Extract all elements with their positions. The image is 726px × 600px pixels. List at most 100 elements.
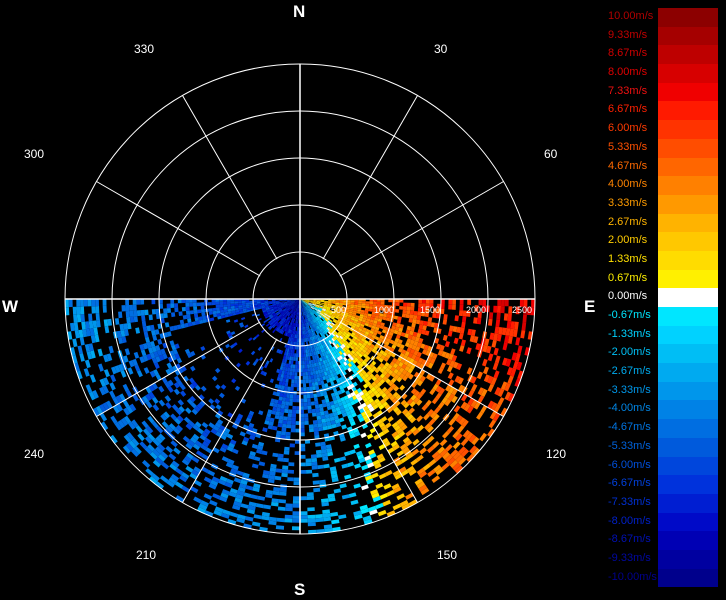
velocity-cell (352, 359, 357, 364)
velocity-cell (342, 347, 347, 353)
legend-swatch (658, 194, 718, 214)
velocity-cell (154, 362, 160, 370)
velocity-cell (303, 349, 306, 354)
velocity-cell (436, 308, 441, 314)
velocity-cell (279, 329, 283, 334)
velocity-cell (142, 395, 149, 404)
velocity-cell (249, 435, 256, 441)
velocity-cell (329, 416, 335, 422)
velocity-cell (406, 306, 411, 311)
velocity-cell (89, 328, 95, 336)
velocity-cell (343, 336, 348, 341)
velocity-cell (304, 330, 307, 335)
velocity-cell (452, 326, 458, 333)
velocity-cell (76, 370, 83, 380)
velocity-cell (300, 518, 308, 523)
velocity-cell (356, 364, 362, 370)
velocity-cell (166, 362, 173, 369)
velocity-cell (304, 417, 309, 422)
velocity-cell (293, 394, 297, 399)
velocity-cell (500, 306, 505, 314)
velocity-cell (358, 318, 363, 322)
velocity-cell (444, 398, 452, 407)
velocity-cell (261, 329, 266, 333)
velocity-cell (319, 407, 324, 412)
velocity-cell (323, 313, 328, 316)
velocity-cell (289, 337, 292, 342)
velocity-cell (488, 419, 497, 429)
velocity-cell (397, 347, 404, 353)
velocity-cell (195, 440, 203, 448)
velocity-cell (440, 299, 445, 305)
velocity-cell (271, 311, 276, 314)
velocity-cell (287, 307, 291, 311)
velocity-cell (303, 402, 308, 407)
velocity-cell (201, 453, 209, 461)
velocity-cell (337, 326, 342, 331)
velocity-cell (369, 330, 374, 335)
velocity-cell (346, 300, 351, 303)
velocity-cell (296, 342, 299, 346)
velocity-cell (353, 308, 358, 312)
velocity-cell (156, 313, 161, 320)
velocity-cell (295, 319, 298, 324)
velocity-cell (300, 421, 305, 425)
velocity-cell (152, 459, 161, 468)
velocity-cell (386, 314, 391, 319)
velocity-cell (389, 361, 396, 367)
velocity-cell (313, 323, 316, 328)
velocity-cell (269, 467, 277, 473)
velocity-cell (327, 374, 332, 379)
velocity-cell (313, 339, 317, 344)
velocity-cell (343, 300, 347, 303)
velocity-cell (133, 310, 138, 317)
velocity-cell (291, 301, 295, 304)
velocity-cell (371, 325, 376, 330)
velocity-cell (307, 304, 312, 307)
velocity-cell (149, 451, 158, 460)
velocity-cell (412, 331, 418, 337)
velocity-cell (126, 405, 134, 414)
velocity-cell (322, 321, 326, 325)
velocity-cell (330, 404, 336, 410)
velocity-cell (448, 353, 454, 361)
velocity-cell (394, 337, 400, 343)
velocity-cell (270, 322, 275, 327)
velocity-cell (444, 341, 450, 348)
velocity-cell (308, 301, 313, 304)
legend-swatch (658, 250, 718, 270)
velocity-cell (281, 370, 285, 375)
velocity-cell (285, 323, 288, 328)
velocity-cell (363, 312, 368, 316)
velocity-cell (323, 324, 328, 329)
velocity-cell (155, 356, 161, 363)
velocity-cell (338, 325, 343, 329)
velocity-cell (135, 327, 140, 334)
legend-label: -2.67m/s (608, 365, 651, 378)
velocity-cell (291, 300, 295, 302)
velocity-cell (279, 491, 287, 496)
velocity-cell (326, 358, 331, 363)
velocity-cell (307, 313, 310, 318)
velocity-cell (319, 353, 324, 358)
velocity-cell (292, 302, 296, 305)
velocity-cell (283, 302, 288, 305)
velocity-cell (252, 336, 257, 341)
velocity-cell (290, 386, 294, 391)
velocity-cell (306, 310, 309, 314)
velocity-cell (480, 388, 488, 397)
velocity-cell (276, 322, 280, 327)
velocity-cell (288, 375, 292, 380)
velocity-cell (80, 306, 85, 315)
velocity-cell (348, 417, 355, 423)
velocity-cell (399, 499, 409, 507)
velocity-cell (319, 365, 323, 370)
velocity-cell (339, 315, 344, 319)
velocity-cell (417, 307, 422, 312)
velocity-cell (192, 443, 201, 451)
velocity-cell (419, 447, 427, 455)
velocity-cell (255, 334, 260, 338)
velocity-cell (432, 441, 440, 449)
legend-label: 8.67m/s (608, 47, 648, 60)
velocity-cell (273, 306, 277, 309)
